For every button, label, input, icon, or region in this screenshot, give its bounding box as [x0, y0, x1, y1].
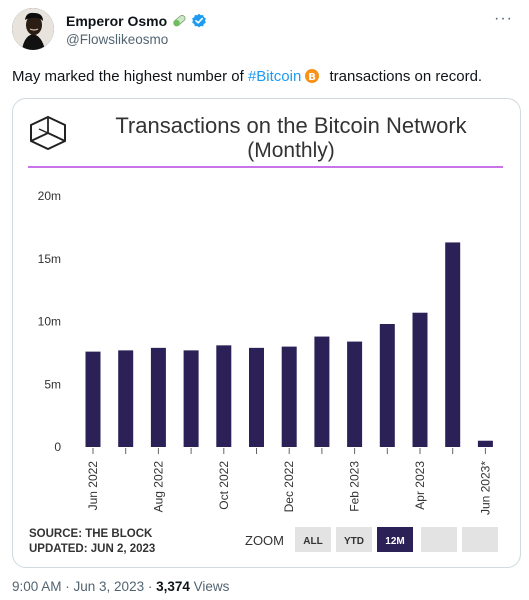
avatar[interactable]	[12, 8, 54, 50]
zoom-button-label: 12M	[385, 536, 404, 547]
y-tick-label: 0	[54, 440, 61, 454]
y-tick-label: 15m	[38, 252, 61, 266]
more-options-icon[interactable]: ···	[494, 10, 513, 27]
test-tube-emoji-icon	[173, 15, 186, 27]
zoom-button-12m[interactable]	[377, 527, 413, 552]
x-tick-label: Dec 2022	[282, 461, 296, 513]
author-handle[interactable]: @Flowslikeosmo	[66, 32, 169, 47]
display-name[interactable]: Emperor Osmo	[66, 13, 168, 29]
chart-logo-icon	[30, 115, 66, 151]
chart-subtitle: (Monthly)	[247, 139, 335, 162]
x-tick-label: Aug 2022	[151, 461, 165, 513]
svg-text:B: B	[309, 72, 317, 83]
chart-title: Transactions on the Bitcoin Network	[115, 113, 467, 138]
x-tick-label: Oct 2022	[217, 461, 231, 510]
bar-jul-2022[interactable]	[118, 350, 134, 447]
x-tick-label: Apr 2023	[413, 461, 427, 510]
x-tick-label: Jun 2022	[86, 461, 100, 511]
zoom-button-label: ALL	[303, 536, 322, 547]
zoom-button-blank-4[interactable]	[462, 527, 498, 552]
bar-nov-2022[interactable]	[249, 347, 264, 447]
updated-label: UPDATED: JUN 2, 2023	[29, 543, 155, 555]
bar-apr-2023[interactable]	[412, 312, 428, 447]
bar-sep-2022[interactable]	[183, 350, 199, 447]
timestamp-link[interactable]: 9:00 AM · Jun 3, 2023 ·	[12, 579, 157, 594]
bar-mar-2023[interactable]	[379, 324, 395, 447]
x-tick-label: Jun 2023*	[478, 461, 492, 515]
bitcoin-emoji-icon: B	[305, 69, 320, 83]
bar-oct-2022[interactable]	[216, 345, 232, 447]
x-tick-label: Feb 2023	[348, 461, 362, 512]
hashtag-link[interactable]: #Bitcoin	[247, 68, 302, 85]
zoom-button-label: YTD	[344, 536, 364, 547]
tweet-text-before: May marked the highest number of	[12, 68, 248, 85]
tweet-text-after: transactions on record.	[325, 68, 483, 85]
views-count: 3,374	[156, 579, 190, 594]
zoom-label: ZOOM	[245, 533, 284, 548]
bar-jan-2023[interactable]	[314, 336, 330, 447]
bar-feb-2023[interactable]	[347, 341, 363, 447]
zoom-button-blank-3[interactable]	[421, 527, 457, 552]
y-tick-label: 10m	[38, 315, 61, 329]
views-label: Views	[189, 579, 230, 594]
tweet-footer: 9:00 AM · Jun 3, 2023 · 3,374 Views	[12, 579, 229, 594]
tweet-text: May marked the highest number of #Bitcoi…	[12, 68, 482, 85]
y-tick-label: 5m	[44, 377, 61, 391]
zoom-button-all[interactable]	[295, 527, 331, 552]
source-label: SOURCE: THE BLOCK	[29, 528, 153, 540]
chart: Transactions on the Bitcoin Network (Mon…	[28, 113, 503, 555]
bar-dec-2022[interactable]	[281, 346, 297, 447]
avatar-image-icon	[12, 8, 54, 50]
y-tick-label: 20m	[38, 189, 61, 203]
zoom-button-ytd[interactable]	[336, 527, 372, 552]
author-name-row: Emperor Osmo	[66, 13, 207, 29]
bar-jun-2022[interactable]	[85, 351, 101, 447]
bar-jun-2023-[interactable]	[477, 440, 493, 447]
bar-may-2023[interactable]	[445, 242, 461, 447]
chart-card[interactable]: Transactions on the Bitcoin Network (Mon…	[12, 98, 521, 568]
verified-badge-icon	[192, 13, 206, 28]
bar-aug-2022[interactable]	[150, 347, 166, 447]
